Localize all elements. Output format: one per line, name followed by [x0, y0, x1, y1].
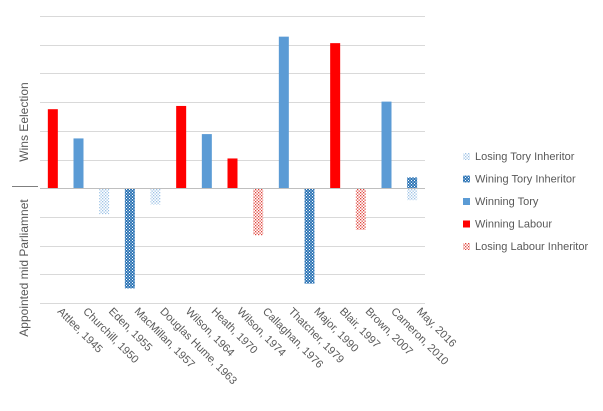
- legend-item-wining-tory: Wining Tory Inheritor: [463, 174, 576, 186]
- legend-label: Losing Tory Inheritor: [475, 151, 575, 163]
- bar-wilson-1964: [176, 105, 187, 189]
- bar-churchill-1950: [73, 138, 84, 189]
- bar-may-2016: [407, 177, 418, 189]
- legend-item-losing-tory: Losing Tory Inheritor: [463, 151, 575, 163]
- legend-label: Winning Labour: [475, 219, 552, 231]
- y-axis-label-upper: Wins Eelection: [17, 82, 31, 161]
- bar-attlee-1945: [47, 109, 58, 189]
- legend: Losing Tory Inheritor Wining Tory Inherit…: [463, 151, 588, 253]
- bar-macmillan-1957: [124, 188, 135, 289]
- bar-cameron-2010: [381, 101, 392, 189]
- legend-label: Losing Labour Inheritor: [475, 241, 588, 253]
- bar-douglas-hume-1963: [150, 188, 161, 205]
- bar-heath-1970: [201, 134, 212, 189]
- bar-wilson-1974: [227, 158, 238, 189]
- legend-item-winning-tory: Winning Tory: [463, 196, 539, 208]
- bar-callaghan-1976: [253, 188, 264, 236]
- legend-swatch: [463, 198, 470, 205]
- bar-may-2016-secondary: [407, 188, 418, 201]
- legend-item-losing-labour: Losing Labour Inheritor: [463, 241, 588, 253]
- legend-swatch: [463, 175, 470, 183]
- bar-major-1990: [304, 188, 315, 284]
- legend-label: Winning Tory: [475, 196, 539, 208]
- legend-swatch: [463, 153, 470, 160]
- bars: [47, 36, 418, 289]
- y-axis-labels: Wins Eelection Appointed mid Parliamnet: [12, 82, 38, 337]
- legend-label: Wining Tory Inheritor: [475, 174, 576, 186]
- legend-item-winning-labour: Winning Labour: [463, 219, 552, 231]
- y-axis-label-lower: Appointed mid Parliamnet: [17, 199, 31, 337]
- bar-blair-1997: [330, 43, 341, 189]
- legend-swatch: [463, 243, 470, 250]
- bar-eden-1955: [99, 188, 110, 215]
- bar-thatcher-1979: [278, 36, 289, 189]
- bar-brown-2007: [355, 188, 366, 230]
- legend-swatch: [463, 220, 470, 228]
